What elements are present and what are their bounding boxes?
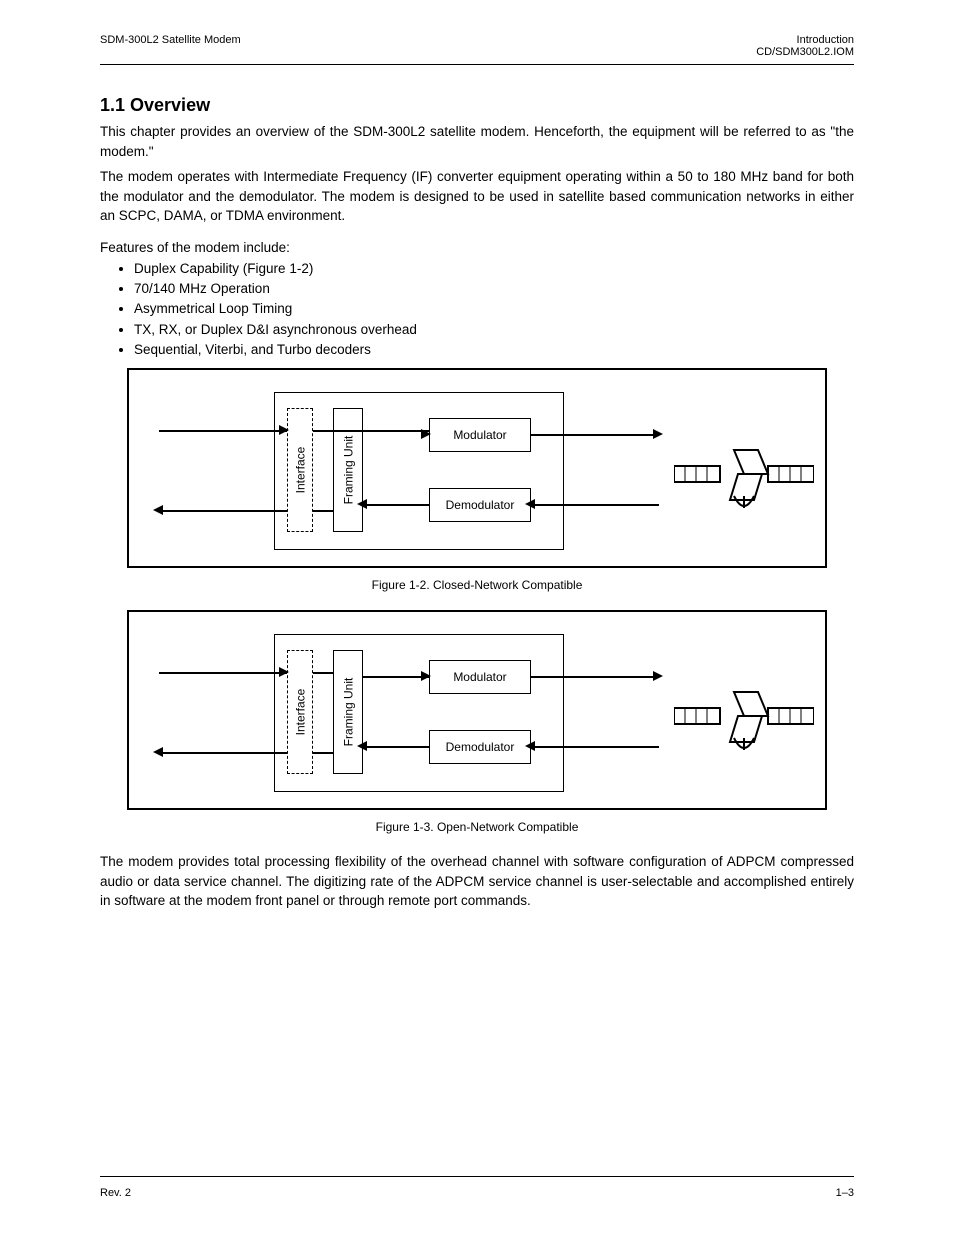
- framing-label: Framing Unit: [341, 436, 355, 505]
- footer-left: Rev. 2: [100, 1187, 131, 1199]
- footer-right: 1–3: [836, 1187, 854, 1199]
- demodulator-label: Demodulator: [446, 740, 515, 754]
- modulator-block: Modulator: [429, 660, 531, 694]
- figure-1-3-caption: Figure 1-3. Open-Network Compatible: [100, 820, 854, 834]
- header-right-bot: CD/SDM300L2.IOM: [756, 46, 854, 58]
- footer-rule: [100, 1176, 854, 1177]
- framing-block: Framing Unit: [333, 650, 363, 774]
- modulator-label: Modulator: [453, 428, 506, 442]
- figure-1-2-caption: Figure 1-2. Closed-Network Compatible: [100, 578, 854, 592]
- interface-block: Interface: [287, 650, 313, 774]
- framing-label: Framing Unit: [341, 678, 355, 747]
- feature-item: TX, RX, or Duplex D&I asynchronous overh…: [134, 320, 854, 340]
- demodulator-block: Demodulator: [429, 730, 531, 764]
- feature-item: Asymmetrical Loop Timing: [134, 299, 854, 319]
- satellite-icon: [674, 430, 814, 520]
- satellite-icon: [674, 672, 814, 762]
- feature-item: 70/140 MHz Operation: [134, 279, 854, 299]
- figure-1-3: Interface Framing Unit Modulator Demodul…: [127, 610, 827, 810]
- features-list: Duplex Capability (Figure 1-2) 70/140 MH…: [100, 259, 854, 360]
- modem-outline: [274, 634, 564, 792]
- figure-1-2: Interface Framing Unit Modulator Demodul…: [127, 368, 827, 568]
- bottom-note: The modem provides total processing flex…: [100, 852, 854, 911]
- feature-item: Duplex Capability (Figure 1-2): [134, 259, 854, 279]
- interface-label: Interface: [293, 689, 307, 736]
- interface-label: Interface: [293, 447, 307, 494]
- para-2: The modem operates with Intermediate Fre…: [100, 167, 854, 226]
- features-heading: Features of the modem include:: [100, 240, 854, 255]
- demodulator-block: Demodulator: [429, 488, 531, 522]
- framing-block: Framing Unit: [333, 408, 363, 532]
- modem-outline: [274, 392, 564, 550]
- interface-block: Interface: [287, 408, 313, 532]
- top-rule: [100, 64, 854, 65]
- feature-item: Sequential, Viterbi, and Turbo decoders: [134, 340, 854, 360]
- modulator-label: Modulator: [453, 670, 506, 684]
- section-title: 1.1 Overview: [100, 95, 854, 116]
- header-right-top: Introduction: [797, 34, 854, 46]
- para-1: This chapter provides an overview of the…: [100, 122, 854, 161]
- header-left: SDM-300L2 Satellite Modem: [100, 34, 241, 58]
- demodulator-label: Demodulator: [446, 498, 515, 512]
- modulator-block: Modulator: [429, 418, 531, 452]
